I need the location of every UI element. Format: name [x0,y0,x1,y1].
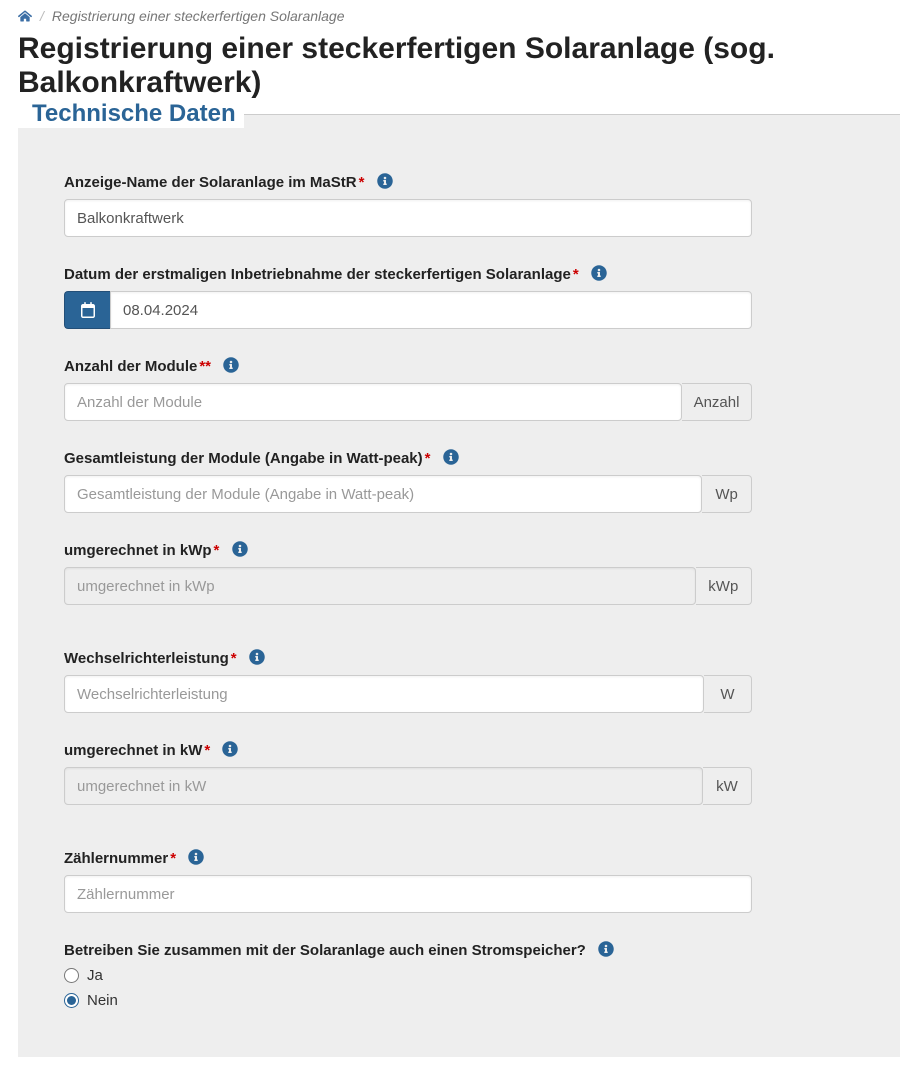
unit-inverter-power-kw: kW [703,767,752,805]
required-marker: * [573,266,579,283]
input-total-power-kwp [64,567,696,605]
radio-storage-yes-label: Ja [87,967,103,984]
label-storage-question: Betreiben Sie zusammen mit der Solaranla… [64,941,854,959]
calendar-icon [80,302,96,318]
page-title: Registrierung einer steckerfertigen Sola… [18,32,900,100]
info-icon[interactable] [249,649,265,665]
required-marker: * [214,542,220,559]
label-module-count-text: Anzahl der Module [64,358,197,375]
info-icon[interactable] [188,849,204,865]
label-total-power-wp: Gesamtleistung der Module (Angabe in Wat… [64,449,854,467]
unit-module-count: Anzahl [682,383,752,421]
label-module-count: Anzahl der Module** [64,357,854,375]
required-marker: * [231,650,237,667]
radio-storage-no-input[interactable] [64,993,79,1008]
label-inverter-power-w: Wechselrichterleistung* [64,649,854,667]
section-legend: Technische Daten [18,100,244,128]
label-display-name: Anzeige-Name der Solaranlage im MaStR* [64,173,854,191]
label-display-name-text: Anzeige-Name der Solaranlage im MaStR [64,174,357,191]
label-meter-number: Zählernummer* [64,849,854,867]
info-icon[interactable] [443,449,459,465]
input-inverter-power-kw [64,767,703,805]
radio-storage-no-label: Nein [87,992,118,1009]
breadcrumb-home-link[interactable] [18,9,32,23]
unit-inverter-power-w: W [704,675,752,713]
technical-data-section: Technische Daten Anzeige-Name der Solara… [18,114,900,1057]
field-inverter-power-kw: umgerechnet in kW* kW [64,741,854,805]
info-icon[interactable] [591,265,607,281]
info-icon[interactable] [222,741,238,757]
label-inverter-power-w-text: Wechselrichterleistung [64,650,229,667]
radio-storage-no[interactable]: Nein [64,992,854,1009]
label-commissioning-date-text: Datum der erstmaligen Inbetriebnahme der… [64,266,571,283]
required-marker: * [425,450,431,467]
info-icon[interactable] [223,357,239,373]
field-inverter-power-w: Wechselrichterleistung* W [64,649,854,713]
field-module-count: Anzahl der Module** Anzahl [64,357,854,421]
field-total-power-kwp: umgerechnet in kWp* kWp [64,541,854,605]
field-total-power-wp: Gesamtleistung der Module (Angabe in Wat… [64,449,854,513]
required-marker: * [204,742,210,759]
label-total-power-kwp-text: umgerechnet in kWp [64,542,212,559]
unit-total-power-wp: Wp [702,475,752,513]
label-total-power-wp-text: Gesamtleistung der Module (Angabe in Wat… [64,450,423,467]
info-icon[interactable] [598,941,614,957]
unit-total-power-kwp: kWp [696,567,752,605]
info-icon[interactable] [377,173,393,189]
field-meter-number: Zählernummer* [64,849,854,913]
required-marker: ** [199,358,211,375]
required-marker: * [359,174,365,191]
input-module-count[interactable] [64,383,682,421]
calendar-button[interactable] [64,291,110,329]
label-inverter-power-kw: umgerechnet in kW* [64,741,854,759]
label-commissioning-date: Datum der erstmaligen Inbetriebnahme der… [64,265,854,283]
label-total-power-kwp: umgerechnet in kWp* [64,541,854,559]
info-icon[interactable] [232,541,248,557]
label-meter-number-text: Zählernummer [64,850,168,867]
breadcrumb: / Registrierung einer steckerfertigen So… [0,0,918,28]
input-inverter-power-w[interactable] [64,675,704,713]
radio-storage-yes[interactable]: Ja [64,967,854,984]
radio-storage-yes-input[interactable] [64,968,79,983]
breadcrumb-separator: / [40,8,44,24]
home-icon [18,9,32,23]
breadcrumb-current: Registrierung einer steckerfertigen Sola… [52,8,345,24]
label-inverter-power-kw-text: umgerechnet in kW [64,742,202,759]
field-commissioning-date: Datum der erstmaligen Inbetriebnahme der… [64,265,854,329]
input-total-power-wp[interactable] [64,475,702,513]
input-display-name[interactable] [64,199,752,237]
required-marker: * [170,850,176,867]
label-storage-question-text: Betreiben Sie zusammen mit der Solaranla… [64,942,586,959]
field-display-name: Anzeige-Name der Solaranlage im MaStR* [64,173,854,237]
input-meter-number[interactable] [64,875,752,913]
field-storage-question: Betreiben Sie zusammen mit der Solaranla… [64,941,854,1009]
input-commissioning-date[interactable] [110,291,752,329]
